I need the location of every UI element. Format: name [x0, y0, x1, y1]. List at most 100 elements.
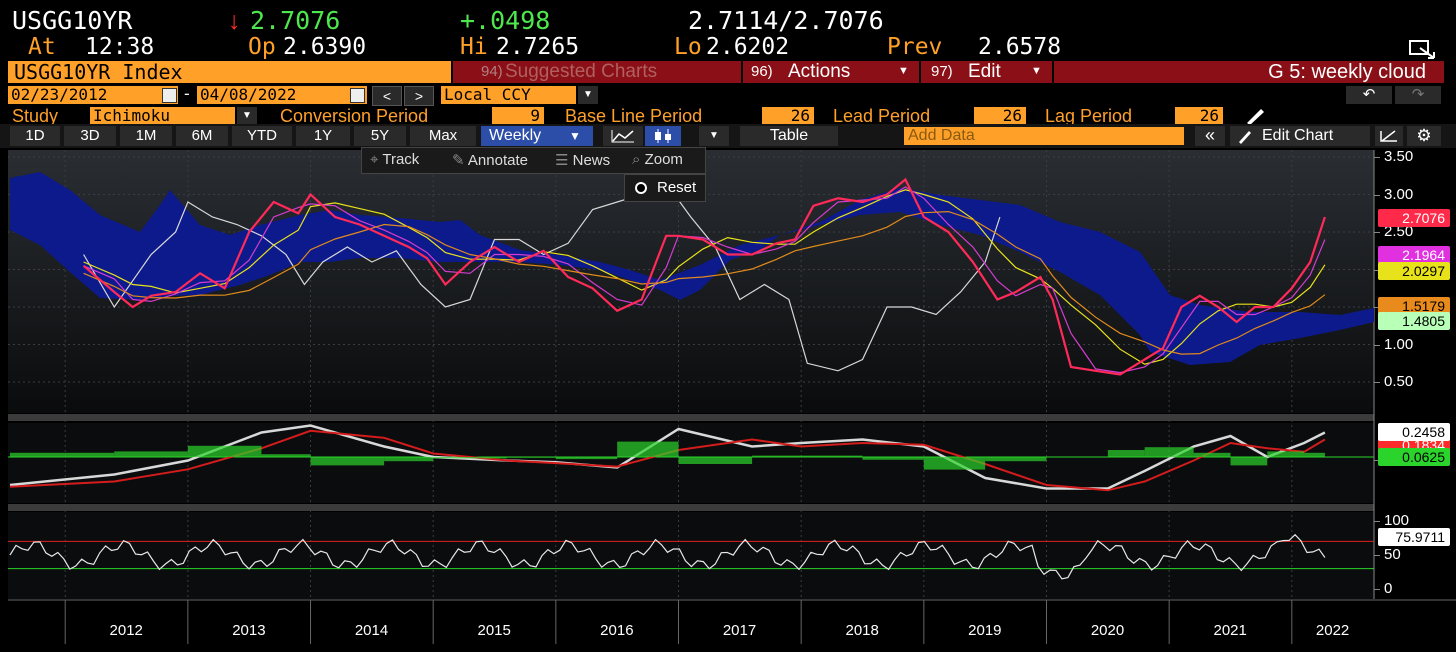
candlestick-icon[interactable] [645, 126, 681, 146]
histogram-bar [310, 457, 385, 466]
leading-span-b-tag: 1.5179 [1378, 297, 1450, 315]
leading-span-a-tag: 1.4805 [1378, 312, 1450, 330]
line-chart-icon[interactable] [603, 126, 643, 146]
period-button-1y[interactable]: 1Y [296, 126, 350, 146]
lag-value: 26 [1199, 106, 1219, 125]
middle-panel-bg [8, 423, 1374, 503]
y-tick-label: 0.50 [1384, 373, 1414, 390]
calendar-icon[interactable] [350, 88, 365, 103]
prev-range-button[interactable]: < [372, 86, 402, 106]
conversion-line [83, 186, 1326, 374]
track-label: Track [382, 151, 420, 168]
news-tool[interactable]: ☰ News [555, 151, 610, 169]
suggested-charts-menu[interactable]: 94) Suggested Charts [453, 61, 741, 83]
histogram-bar [555, 457, 618, 460]
y-tick-mark [1374, 460, 1380, 461]
price-line [82, 177, 1326, 376]
histogram-bar [801, 455, 863, 457]
end-date: 04/08/2022 [200, 85, 297, 104]
bid-ask: 2.7114/2.7076 [688, 6, 884, 35]
study-select[interactable]: Ichimoku [90, 107, 235, 125]
frequency-select[interactable]: Weekly ▼ [481, 126, 593, 146]
calendar-icon[interactable] [162, 88, 177, 103]
annotate-tool[interactable]: ✎ Annotate [452, 151, 528, 169]
table-button[interactable]: Table [740, 126, 838, 146]
popout-icon[interactable] [1408, 38, 1438, 60]
y-tick-label: 0 [1384, 580, 1393, 597]
chevron-down-icon[interactable]: ▼ [578, 86, 598, 104]
pencil-icon[interactable] [1243, 106, 1267, 126]
period-button-3d[interactable]: 3D [64, 126, 116, 146]
y-tick-mark [1374, 382, 1380, 383]
chevron-down-icon[interactable]: ▼ [237, 107, 257, 125]
histogram-bar [752, 455, 802, 457]
y-tick-mark [1374, 589, 1380, 590]
lagging-span-line [83, 182, 1001, 372]
histogram-bar [985, 457, 1047, 462]
y-tick-mark [1374, 232, 1380, 233]
period-button-5y[interactable]: 5Y [354, 126, 406, 146]
currency-select[interactable]: Local CCY [441, 86, 576, 104]
period-button-1d[interactable]: 1D [10, 126, 60, 146]
histogram-bar [433, 457, 507, 459]
security-field[interactable]: USGG10YR Index [8, 61, 451, 83]
base-line-field[interactable]: 26 [762, 107, 814, 125]
chart-tool-popup: ⌖ Track ✎ Annotate ☰ News ⌕ Zoom [361, 147, 706, 174]
panel-divider [8, 504, 1374, 511]
histogram-bar [506, 457, 556, 458]
redo-button[interactable]: ↷ [1395, 86, 1441, 104]
y-tick-mark [1374, 307, 1380, 308]
rsi-tag: 75.9711 [1378, 528, 1450, 546]
date-dash: - [184, 84, 190, 103]
y-tick-label: 3.00 [1384, 185, 1414, 203]
pencil-icon: ✎ [452, 152, 465, 169]
page-title: G 5: weekly cloud [1268, 61, 1426, 83]
leading-span-b-line [83, 210, 1326, 355]
conversion-field[interactable]: 9 [492, 107, 544, 125]
lag-field[interactable]: 26 [1175, 107, 1223, 125]
edit-chart-label: Edit Chart [1262, 127, 1334, 144]
actions-menu[interactable]: 96) Actions ▼ [743, 61, 919, 83]
x-tick-label: 2019 [968, 622, 1002, 639]
frequency-value: Weekly [489, 127, 542, 144]
reset-button[interactable]: Reset [624, 174, 706, 202]
histogram-bar [678, 457, 753, 464]
zoom-tool[interactable]: ⌕ Zoom [632, 151, 683, 168]
edit-chart-button[interactable]: Edit Chart [1230, 126, 1370, 146]
period-button-6m[interactable]: 6M [176, 126, 228, 146]
track-tool[interactable]: ⌖ Track [370, 151, 419, 168]
signal-line [9, 429, 1326, 492]
chart-settings-icon[interactable] [1375, 126, 1403, 146]
y-tick-label: 50 [1384, 546, 1401, 563]
edit-label: Edit [968, 61, 1001, 82]
start-date-field[interactable]: 02/23/2012 [8, 86, 178, 104]
last-price: 2.7076 [250, 6, 341, 35]
low-label: Lo [674, 34, 702, 60]
annotate-label: Annotate [467, 152, 528, 169]
gear-icon[interactable]: ⚙ [1407, 126, 1441, 146]
x-tick-label: 2022 [1315, 622, 1350, 639]
period-button-max[interactable]: Max [410, 126, 476, 146]
base-tag: 2.0297 [1378, 262, 1450, 280]
undo-button[interactable]: ↶ [1346, 86, 1392, 104]
chart-type-dropdown[interactable]: ▼ [699, 126, 729, 146]
edit-menu[interactable]: 97) Edit ▼ [921, 61, 1052, 83]
collapse-button[interactable]: « [1195, 126, 1225, 146]
add-data-input[interactable]: Add Data [904, 127, 1184, 145]
y-tick-mark [1374, 157, 1380, 158]
chevron-down-icon: ▼ [898, 65, 909, 77]
next-range-button[interactable]: > [404, 86, 434, 106]
period-button-ytd[interactable]: YTD [232, 126, 292, 146]
period-button-1m[interactable]: 1M [120, 126, 172, 146]
base-line [83, 189, 1326, 365]
y-tick-mark [1374, 344, 1380, 346]
x-tick-label: 2020 [1090, 622, 1125, 639]
page-title-bar: G 5: weekly cloud [1054, 61, 1444, 83]
down-arrow-icon: ↓ [228, 7, 241, 35]
rsi-line [9, 533, 1326, 580]
end-date-field[interactable]: 04/08/2022 [197, 86, 367, 104]
suggested-label: Suggested Charts [505, 61, 658, 82]
study-value: Ichimoku [93, 106, 171, 125]
lead-field[interactable]: 26 [974, 107, 1026, 125]
histogram-tag: 0.0625 [1378, 448, 1450, 466]
